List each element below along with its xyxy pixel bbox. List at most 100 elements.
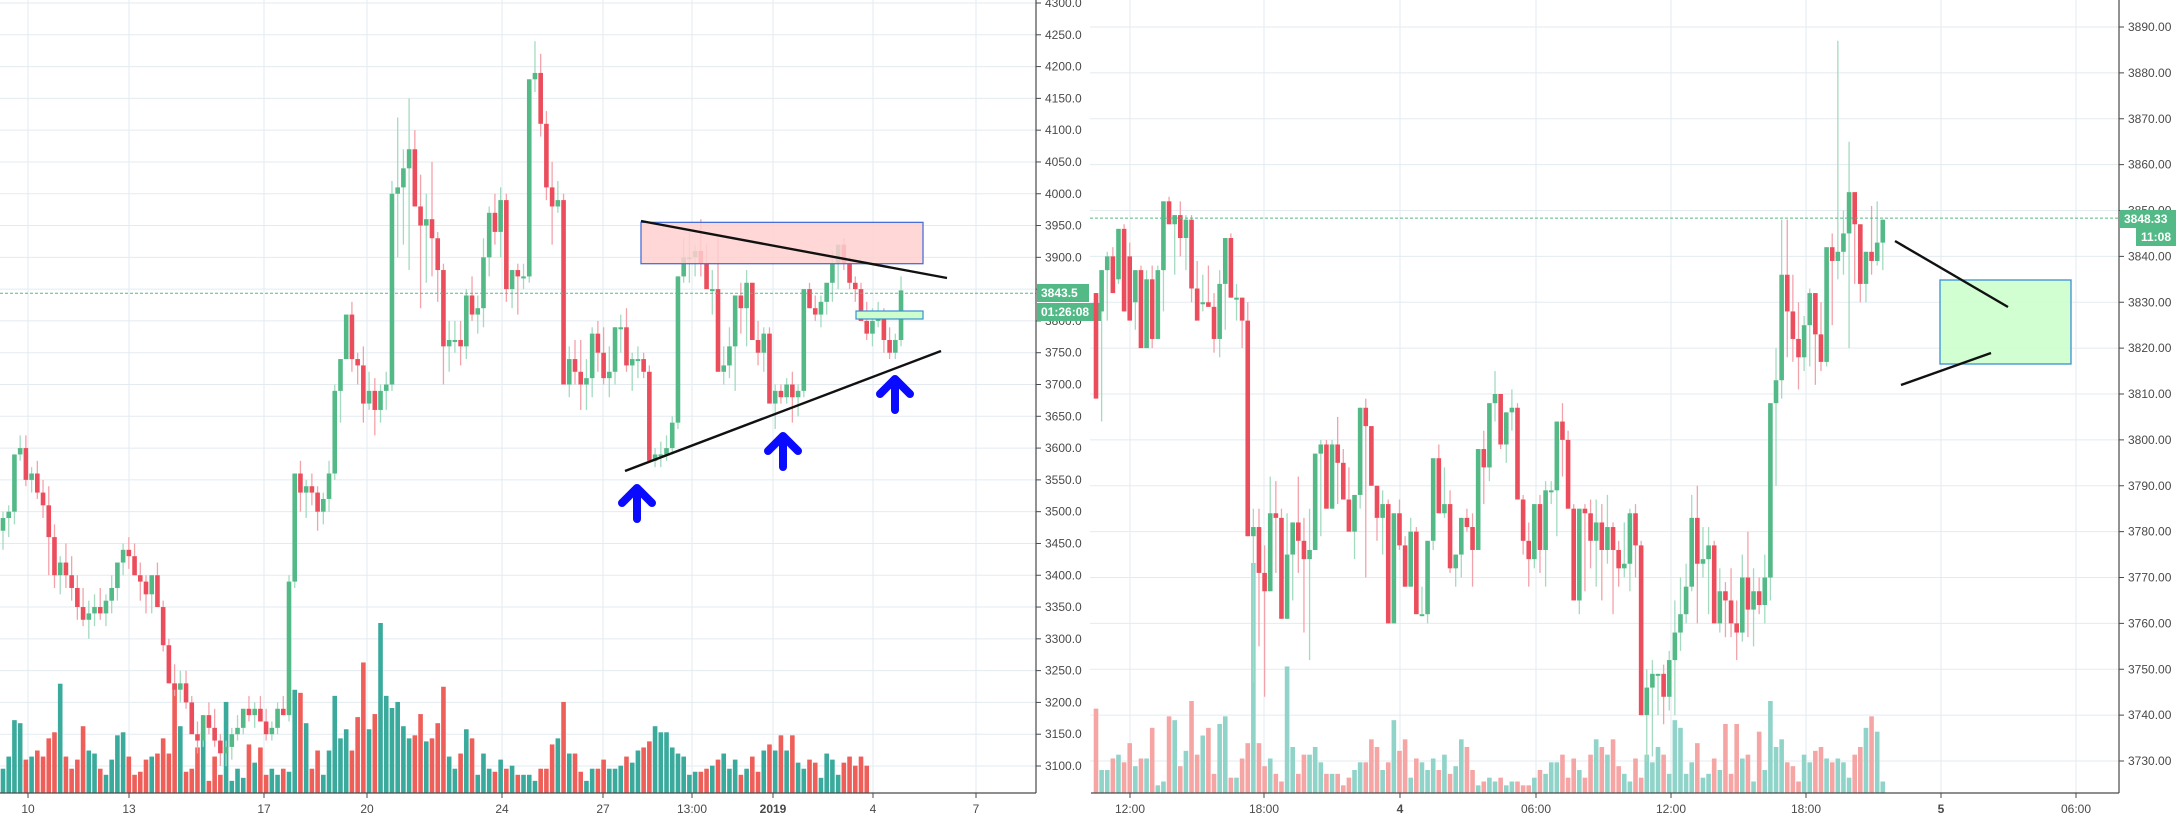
volume-bar (1155, 785, 1161, 793)
volume-bar (1723, 724, 1728, 793)
candle-body (1228, 238, 1234, 298)
time-axis-label: 24 (495, 802, 509, 816)
candle-body (1430, 458, 1436, 541)
candle-body (509, 270, 515, 290)
candle-body (1807, 293, 1813, 326)
candle-body (1217, 283, 1222, 339)
time-axis-label: 20 (360, 802, 374, 816)
candle-body (406, 149, 412, 169)
volume-bar (97, 768, 103, 793)
volume-bar (544, 768, 549, 793)
volume-bar (1621, 773, 1627, 793)
candle-body (1762, 577, 1768, 606)
volume-bar (1239, 758, 1245, 793)
candle-body (0, 518, 6, 531)
arrow-up-icon[interactable] (618, 484, 656, 523)
candle-body (1436, 458, 1442, 514)
volume-bar (1335, 773, 1340, 793)
candle-body (1577, 508, 1582, 601)
candle-body (738, 295, 744, 309)
arrow-up-icon[interactable] (876, 375, 914, 414)
volume-bar (1588, 754, 1593, 793)
volume-bar (1818, 747, 1824, 793)
volume-bar (1408, 777, 1414, 793)
candle-body (46, 505, 52, 538)
volume-bar (635, 750, 641, 793)
volume-bar (526, 774, 532, 793)
candle-body (864, 320, 870, 334)
candle-body (418, 206, 423, 226)
ascending-trendline[interactable] (1900, 351, 1992, 387)
support-zone-box[interactable] (1939, 279, 2072, 365)
volume-bar (17, 723, 23, 793)
time-axis-label: 4 (870, 802, 877, 816)
right-candlestick-chart[interactable]: 3890.003880.003870.003860.003850.003840.… (1090, 0, 2176, 818)
price-axis-label: 4000.0 (1045, 187, 1082, 201)
left-chart-panel[interactable]: 4300.0 4250.0 4200.0 4150.0 4100.0 4050.0 4000… (0, 0, 1101, 818)
candle-body (263, 721, 269, 735)
candle-body (1616, 549, 1621, 569)
candle-body (555, 200, 561, 207)
candle-body (721, 365, 727, 372)
candle-body (355, 359, 360, 366)
candle-body (1481, 449, 1487, 468)
right-chart-panel[interactable]: 3890.003880.003870.003860.003850.003840.… (1090, 0, 2176, 818)
candle-body (618, 327, 624, 330)
volume-bar (1481, 781, 1487, 793)
volume-bar (538, 768, 543, 793)
candle-body (1818, 334, 1824, 362)
price-axis-label: 3900.0 (1045, 250, 1082, 264)
time-axis-label: 17 (257, 802, 271, 816)
candle-body (52, 537, 57, 576)
time-axis-label: 18:00 (1249, 802, 1279, 816)
candle-body (1194, 288, 1200, 321)
descending-trendline[interactable] (640, 219, 948, 280)
time-axis-label: 06:00 (2061, 802, 2091, 816)
volume-bar (286, 771, 292, 793)
candle-body (1172, 215, 1177, 225)
volume-bar (269, 768, 275, 793)
price-axis-label: 4050.0 (1045, 155, 1082, 169)
volume-bar (1385, 762, 1391, 793)
candle-body (338, 359, 343, 391)
candle-body (870, 320, 875, 334)
ascending-trendline[interactable] (624, 349, 942, 473)
candle-body (1745, 577, 1751, 610)
candle-body (1650, 673, 1655, 688)
left-candlestick-chart[interactable]: 4300.0 4250.0 4200.0 4150.0 4100.0 4050.0 4000… (0, 0, 1090, 818)
volume-bar (738, 774, 744, 793)
candle-body (658, 454, 664, 457)
volume-bar (349, 750, 355, 793)
volume-bar (1745, 754, 1751, 793)
descending-trendline[interactable] (1894, 239, 2009, 309)
volume-bar (504, 768, 509, 793)
volume-bar (498, 759, 503, 793)
candle-body (1442, 504, 1447, 514)
volume-bar (0, 768, 6, 793)
candle-body (1380, 504, 1385, 518)
candle-body (458, 339, 463, 347)
candle-body (1487, 403, 1492, 468)
volume-bar (1605, 754, 1610, 793)
volume-bar (595, 768, 601, 793)
candle-body (807, 289, 812, 309)
candle-body (92, 607, 97, 614)
candle-body (709, 289, 715, 292)
volume-bar (1824, 758, 1829, 793)
candle-body (1841, 233, 1846, 252)
candle-body (584, 378, 589, 385)
volume-bar (52, 732, 57, 793)
arrow-up-icon[interactable] (764, 432, 802, 471)
candle-body (1357, 407, 1363, 495)
small-zone-box[interactable] (855, 310, 924, 320)
volume-bar (69, 768, 74, 793)
volume-bar (1172, 720, 1177, 793)
volume-bar (1144, 758, 1149, 793)
price-axis-label: 3450.0 (1045, 536, 1082, 550)
volume-bar (1784, 762, 1790, 793)
volume-bar (383, 695, 389, 793)
candle-body (1526, 540, 1532, 560)
volume-bar (280, 768, 286, 793)
time-axis-label: 5 (1938, 802, 1945, 816)
volume-bar (1515, 781, 1520, 793)
